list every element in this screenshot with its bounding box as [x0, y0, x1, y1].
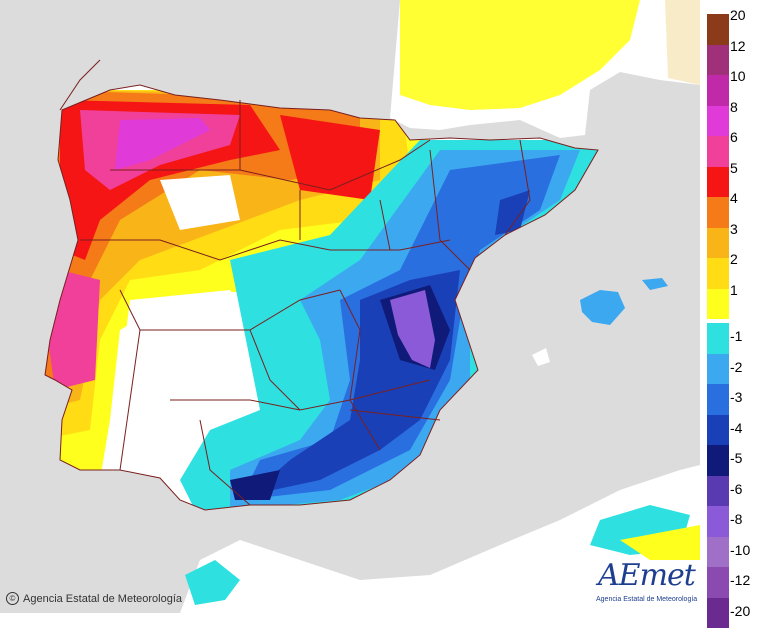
legend-label-negative-4: -5	[730, 451, 742, 465]
legend-label-negative-8: -12	[730, 573, 750, 587]
legend-label-negative-2: -3	[730, 390, 742, 404]
legend-label-positive-1: 12	[730, 39, 746, 53]
legend-label-negative-9: -20	[730, 604, 750, 618]
legend-label-positive-4: 6	[730, 130, 738, 144]
legend-swatch-positive-1	[707, 45, 729, 76]
legend-swatch-positive-9	[707, 289, 729, 320]
legend-label-positive-6: 4	[730, 191, 738, 205]
legend-label-negative-6: -8	[730, 512, 742, 526]
legend-label-positive-7: 3	[730, 222, 738, 236]
legend-label-positive-0: 20	[730, 8, 746, 22]
legend-swatch-negative-1	[707, 354, 729, 385]
legend-label-negative-0: -1	[730, 329, 742, 343]
legend-swatch-positive-7	[707, 228, 729, 259]
legend-swatch-negative-6	[707, 506, 729, 537]
legend-label-positive-2: 10	[730, 69, 746, 83]
aemet-logo-word: AEmet	[598, 558, 695, 593]
legend-swatch-negative-5	[707, 476, 729, 507]
legend-swatch-positive-6	[707, 197, 729, 228]
legend-label-negative-5: -6	[730, 482, 742, 496]
legend-label-positive-8: 2	[730, 252, 738, 266]
legend-swatch-negative-9	[707, 598, 729, 628]
legend-label-positive-9: 1	[730, 283, 738, 297]
legend-swatch-negative-7	[707, 537, 729, 568]
legend-label-negative-1: -2	[730, 360, 742, 374]
legend-swatch-negative-4	[707, 445, 729, 476]
legend-swatch-positive-8	[707, 258, 729, 289]
legend-swatch-negative-3	[707, 415, 729, 446]
color-scale-legend: 20 12 10 8 6 5 4 3 2 1 -1 -2 -3 -4 -5 -6 -8 -10 -12 -20	[704, 0, 760, 617]
temperature-anomaly-map	[0, 0, 700, 613]
aemet-logo-subtext: Agencia Estatal de Meteorología	[596, 596, 697, 603]
alps-corner	[665, 0, 700, 85]
agency-credit-text: Agencia Estatal de Meteorología	[23, 593, 182, 605]
agency-credit: © Agencia Estatal de Meteorología	[6, 592, 182, 605]
legend-swatch-positive-0	[707, 14, 729, 45]
legend-swatch-negative-8	[707, 567, 729, 598]
legend-label-positive-5: 5	[730, 161, 738, 175]
legend-swatch-positive-4	[707, 136, 729, 167]
legend-swatch-positive-3	[707, 106, 729, 137]
legend-swatch-positive-5	[707, 167, 729, 198]
legend-swatch-positive-2	[707, 75, 729, 106]
legend-swatch-negative-0	[707, 323, 729, 354]
legend-label-negative-7: -10	[730, 543, 750, 557]
legend-swatch-negative-2	[707, 384, 729, 415]
copyright-icon: ©	[6, 592, 19, 605]
legend-label-negative-3: -4	[730, 421, 742, 435]
legend-label-positive-3: 8	[730, 100, 738, 114]
aemet-logo: AEmet Agencia Estatal de Meteorología	[594, 556, 694, 608]
